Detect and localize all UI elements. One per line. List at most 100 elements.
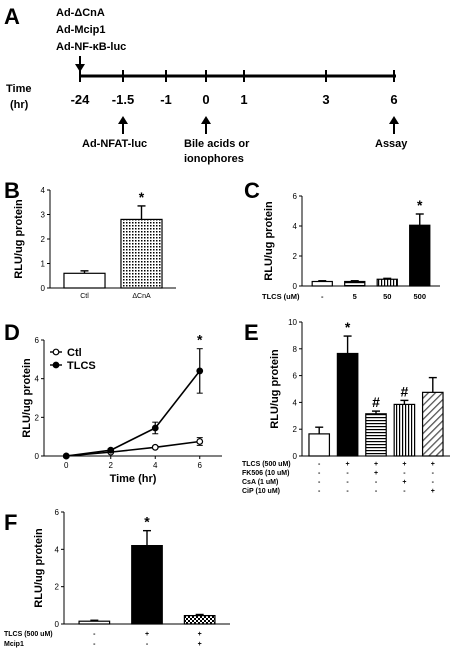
y-tick-label: 10 xyxy=(288,318,297,327)
condition-cell: - xyxy=(432,470,435,477)
panel-label-d: D xyxy=(4,320,20,345)
timeline-tick-label: 0 xyxy=(202,92,209,107)
panel-label-e: E xyxy=(244,320,259,345)
data-point xyxy=(151,424,159,432)
condition-cell: + xyxy=(374,461,378,468)
y-tick-label: 0 xyxy=(35,452,40,461)
event-treatment-label-2: ionophores xyxy=(184,153,244,165)
condition-cell: - xyxy=(432,479,435,486)
condition-row-label: CsA (1 uM) xyxy=(242,479,278,486)
y-tick-label: 2 xyxy=(293,252,298,261)
condition-cell: - xyxy=(346,488,349,495)
y-tick-label: 0 xyxy=(41,284,46,293)
bar xyxy=(409,224,431,287)
event-nfat-label: Ad-NFAT-luc xyxy=(82,138,147,150)
condition-row-label: CiP (10 uM) xyxy=(242,488,280,495)
condition-row-label: Mcip1 xyxy=(4,641,24,648)
significance-marker: # xyxy=(401,383,409,399)
x-tick-label: Ctl xyxy=(80,293,89,300)
condition-cell: + xyxy=(402,461,406,468)
significance-marker: * xyxy=(197,332,203,348)
y-tick-label: 2 xyxy=(293,425,298,434)
significance-marker: * xyxy=(144,514,150,530)
condition-row-label: TLCS (500 uM) xyxy=(242,461,291,468)
y-tick-label: 6 xyxy=(55,508,60,517)
condition-cell: - xyxy=(403,470,406,477)
data-point xyxy=(196,438,204,445)
condition-cell: - xyxy=(93,641,96,648)
condition-cell: - xyxy=(318,488,321,495)
timeline-tick-label: 1 xyxy=(240,92,247,107)
construct-cna: Ad-ΔCnA xyxy=(56,7,105,19)
condition-cell: - xyxy=(318,461,321,468)
event-nfat: Ad-NFAT-luc xyxy=(82,116,147,150)
condition-row-label: TLCS (500 uM) xyxy=(4,631,53,638)
y-axis-title: RLU/ug protein xyxy=(33,528,45,608)
chart-e: 0 2 4 6 8 10 RLU/ug protein * # # TLCS (500 uM) - + +… xyxy=(242,318,450,495)
condition-cell: + xyxy=(402,479,406,486)
y-tick-label: 4 xyxy=(35,375,40,384)
x-tick-label: 2 xyxy=(109,461,114,470)
y-tick-label: 2 xyxy=(35,413,40,422)
y-tick-label: 0 xyxy=(293,452,298,461)
condition-cell: + xyxy=(198,641,202,648)
timeline-ticks: -24 -1.5 -1 0 1 3 6 xyxy=(71,70,398,107)
x-tick-label: 50 xyxy=(383,292,391,301)
y-tick-label: 2 xyxy=(55,583,60,592)
condition-cell: - xyxy=(346,470,349,477)
condition-cell: + xyxy=(346,461,350,468)
y-axis-title: RLU/ug protein xyxy=(269,349,281,429)
bar xyxy=(311,280,333,287)
significance-marker: # xyxy=(372,394,380,410)
data-point xyxy=(107,446,115,454)
bar xyxy=(183,614,216,625)
time-axis-label: Time xyxy=(6,83,31,95)
bar xyxy=(78,620,111,625)
panel-label-a: A xyxy=(4,4,20,29)
condition-cell: + xyxy=(198,631,202,638)
legend-marker xyxy=(52,348,60,356)
data-point xyxy=(151,443,159,451)
y-tick-label: 3 xyxy=(41,211,46,220)
y-tick-label: 2 xyxy=(41,235,46,244)
condition-cell: - xyxy=(375,479,378,486)
bar xyxy=(421,391,444,457)
condition-cell: - xyxy=(346,479,349,486)
legend-marker xyxy=(52,361,60,369)
condition-cell: - xyxy=(146,641,149,648)
y-tick-label: 4 xyxy=(55,545,60,554)
bar xyxy=(336,352,359,457)
y-tick-label: 0 xyxy=(293,282,298,291)
condition-cell: - xyxy=(93,631,96,638)
chart-b: 0 1 2 3 4 RLU/ug protein * Ctl ΔCnA xyxy=(13,186,176,300)
y-axis-title: RLU/ug protein xyxy=(21,358,33,438)
condition-cell: - xyxy=(318,470,321,477)
timeline-panel: Ad-ΔCnA Ad-Mcip1 Ad-NF-κB-luc Time (hr) … xyxy=(6,7,408,165)
significance-marker: * xyxy=(417,197,423,213)
y-axis-title: RLU/ug protein xyxy=(13,199,25,279)
series-line-ctl xyxy=(66,440,200,457)
y-tick-label: 4 xyxy=(41,186,46,195)
y-tick-label: 4 xyxy=(293,398,298,407)
bar xyxy=(63,272,106,289)
legend-label: TLCS xyxy=(67,360,96,372)
bar xyxy=(376,278,398,287)
x-tick-label: 6 xyxy=(198,461,203,470)
x-axis-title: Time (hr) xyxy=(110,473,157,485)
timeline-tick-label: 3 xyxy=(322,92,329,107)
event-assay: Assay xyxy=(375,116,408,150)
data-point xyxy=(62,452,70,460)
y-tick-label: 6 xyxy=(293,192,298,201)
condition-cell: - xyxy=(318,479,321,486)
condition-cell: + xyxy=(431,488,435,495)
condition-cell: - xyxy=(375,488,378,495)
timeline-tick-label: -1 xyxy=(160,92,172,107)
panel-label-f: F xyxy=(4,510,17,535)
timeline-tick-label: 6 xyxy=(390,92,397,107)
y-tick-label: 6 xyxy=(293,372,298,381)
construct-mcip1: Ad-Mcip1 xyxy=(56,24,106,36)
panel-label-c: C xyxy=(244,178,260,203)
x-tick-label: - xyxy=(321,292,324,301)
